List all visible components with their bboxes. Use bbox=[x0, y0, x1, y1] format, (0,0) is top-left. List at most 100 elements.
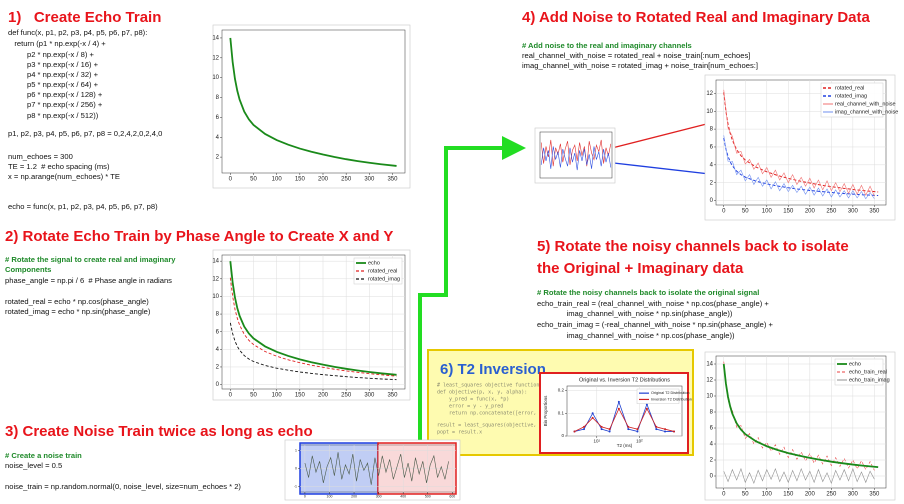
y-tick-label: 14 bbox=[706, 362, 713, 368]
series-line bbox=[723, 89, 875, 197]
x-tick-label: 150 bbox=[783, 492, 794, 498]
legend-label: imag_channel_with_noise bbox=[835, 109, 898, 115]
x-tick-label: 50 bbox=[742, 492, 749, 498]
x-tick-label: 300 bbox=[848, 492, 859, 498]
x-tick-label: 200 bbox=[351, 495, 357, 499]
y-axis-label: Bin Proportions bbox=[543, 395, 548, 427]
plot-area bbox=[715, 79, 887, 206]
chart-frame bbox=[284, 439, 461, 501]
chart: -1 0 1 0 100 200 300 400 500 600 bbox=[284, 439, 461, 501]
point bbox=[627, 428, 630, 431]
x-tick-label: 100 bbox=[762, 209, 773, 215]
plot-area bbox=[539, 131, 613, 179]
x-tick-label: 300 bbox=[364, 393, 375, 399]
plot-area bbox=[715, 355, 887, 489]
point bbox=[591, 412, 594, 415]
point bbox=[664, 430, 667, 433]
y-tick-label: 6 bbox=[710, 145, 714, 151]
y-tick-label: 4 bbox=[710, 162, 714, 168]
code-line: # Rotate the noisy channels back to isol… bbox=[537, 288, 759, 297]
y-tick-label: 12 bbox=[212, 55, 219, 61]
point bbox=[617, 400, 620, 403]
series-line bbox=[229, 261, 397, 376]
x-tick-label: 350 bbox=[387, 393, 398, 399]
chart: 0 0.1 0.2 10¹ 10² Original T2 Distribution Inv… bbox=[539, 372, 692, 454]
legend-label: Inversion T2 Distribution bbox=[651, 397, 692, 401]
y-tick-label: 0 bbox=[295, 466, 297, 470]
code-line: Components bbox=[5, 265, 51, 274]
code-line: p6 * np.exp(-x / 128) + bbox=[8, 90, 103, 99]
legend-label: rotated_real bbox=[368, 268, 397, 274]
point bbox=[617, 407, 620, 410]
y-tick-label: 6 bbox=[216, 115, 220, 121]
series-line bbox=[229, 322, 397, 381]
x-tick-label: 150 bbox=[295, 393, 306, 399]
code-line: # Rotate the signal to create real and i… bbox=[5, 255, 176, 264]
point bbox=[655, 425, 658, 428]
series-line bbox=[540, 139, 612, 167]
series-line bbox=[723, 92, 879, 193]
code-line: echo_train_imag = (-real_channel_with_no… bbox=[537, 320, 774, 329]
x-tick-label: 150 bbox=[295, 177, 306, 183]
code-line: phase_angle = np.pi / 6 # Phase angle in… bbox=[5, 276, 172, 285]
code-line: result = least_squares(objective, p0, ar bbox=[437, 423, 557, 429]
plot-area bbox=[221, 254, 406, 390]
section-title: 2) Rotate Echo Train by Phase Angle to C… bbox=[5, 228, 393, 245]
y-tick-label: 0 bbox=[216, 382, 220, 388]
code-line: TE = 1.2 # echo spacing (ms) bbox=[8, 162, 110, 171]
point bbox=[582, 425, 585, 428]
x-tick-label: 200 bbox=[805, 492, 816, 498]
x-tick-label: 600 bbox=[449, 495, 455, 499]
section-title: 6) T2 Inversion bbox=[440, 361, 546, 378]
code-line: error = y - y_pred bbox=[437, 404, 503, 410]
code-line: echo_train_real = (real_channel_with_noi… bbox=[537, 299, 769, 308]
x-tick-label: 10¹ bbox=[594, 438, 601, 443]
x-tick-label: 50 bbox=[250, 393, 257, 399]
y-tick-label: 4 bbox=[216, 135, 220, 141]
section-title: 3) Create Noise Train twice as long as e… bbox=[5, 423, 313, 440]
legend-label: real_channel_with_noise bbox=[835, 101, 896, 107]
x-tick-label: 150 bbox=[783, 209, 794, 215]
y-tick-label: 0.1 bbox=[558, 410, 565, 415]
chart-title: Original vs. Inversion T2 Distributions bbox=[579, 377, 670, 383]
legend-box bbox=[820, 82, 884, 118]
point bbox=[673, 430, 676, 433]
chart-frame bbox=[539, 372, 689, 454]
x-tick-label: 10² bbox=[636, 438, 643, 443]
flow-arrow bbox=[418, 136, 526, 440]
series-line bbox=[540, 146, 612, 171]
code-line: return np.concatenate([error, np.sqr bbox=[437, 411, 557, 417]
code-line: rotated_imag = echo * np.sin(phase_angle… bbox=[5, 307, 151, 316]
code-line: return (p1 * np.exp(-x / 4) + bbox=[8, 39, 106, 48]
x-tick-label: 50 bbox=[742, 209, 749, 215]
x-tick-label: 100 bbox=[327, 495, 333, 499]
series-line bbox=[723, 467, 875, 485]
code-line: # Add noise to the real and imaginary ch… bbox=[522, 41, 692, 50]
x-tick-label: 50 bbox=[250, 177, 257, 183]
y-tick-label: 12 bbox=[212, 276, 219, 282]
x-tick-label: 200 bbox=[318, 393, 329, 399]
x-tick-label: 0 bbox=[229, 393, 233, 399]
point bbox=[636, 430, 639, 433]
section-title: 4) Add Noise to Rotated Real and Imagina… bbox=[522, 9, 870, 26]
x-tick-label: 250 bbox=[826, 492, 837, 498]
y-tick-label: 2 bbox=[710, 458, 714, 464]
series-line bbox=[304, 452, 449, 485]
series-line bbox=[574, 400, 675, 432]
x-tick-label: 350 bbox=[387, 177, 398, 183]
point bbox=[627, 425, 630, 428]
series-line bbox=[722, 363, 879, 469]
x-tick-label: 300 bbox=[376, 495, 382, 499]
y-tick-label: 4 bbox=[216, 347, 220, 353]
series-line bbox=[723, 137, 879, 197]
x-tick-label: 350 bbox=[869, 492, 880, 498]
x-axis-label: T2 (ms) bbox=[617, 443, 633, 448]
y-tick-label: 14 bbox=[212, 36, 219, 42]
code-line: noise_level = 0.5 bbox=[5, 461, 62, 470]
chart: 0 2 4 6 8 10 12 0 50 100 150 200 250 300 350 rotated_re… bbox=[704, 74, 898, 221]
code-line: p2 * np.exp(-x / 8) + bbox=[8, 50, 94, 59]
y-tick-label: -1 bbox=[294, 484, 297, 488]
legend-label: echo_train_imag bbox=[849, 377, 890, 383]
legend-label: echo bbox=[849, 361, 861, 367]
x-tick-label: 300 bbox=[364, 177, 375, 183]
